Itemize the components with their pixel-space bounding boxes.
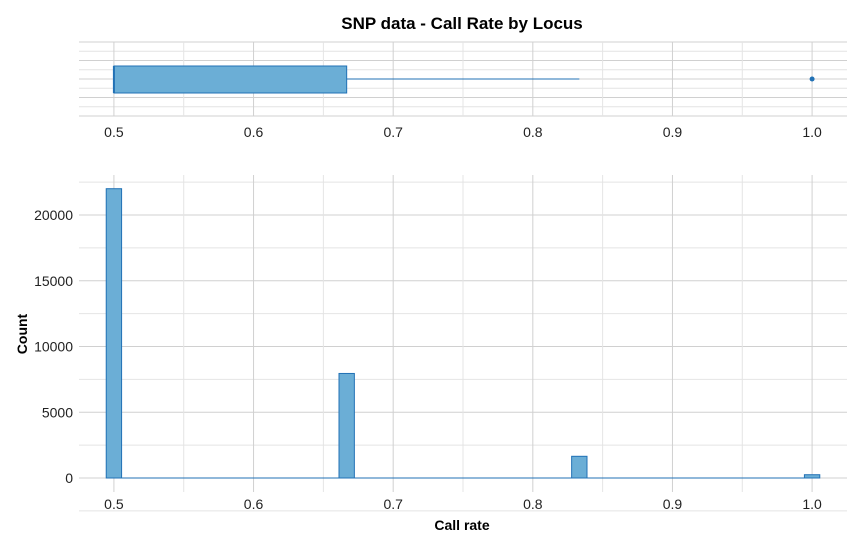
boxplot-x-tick-label: 0.5: [104, 124, 124, 140]
boxplot-x-tick-label: 1.0: [802, 124, 822, 140]
histogram-bars: [105, 188, 821, 479]
histogram-y-tick-label: 5000: [42, 404, 73, 420]
chart-title: SNP data - Call Rate by Locus: [341, 14, 583, 33]
histogram-y-tick-label: 20000: [34, 207, 73, 223]
histogram-x-tick-label: 0.5: [104, 496, 124, 512]
histogram-panel: 0.5 0.6 0.7 0.8 0.9 1.0 05000100001500020000 …: [14, 175, 847, 533]
boxplot-marks: [112, 65, 815, 94]
boxplot-x-tick-label: 0.9: [663, 124, 683, 140]
boxplot-box: [113, 65, 348, 94]
boxplot-outlier-point: [809, 76, 815, 82]
histogram-bar: [803, 474, 821, 479]
histogram-x-tick-label: 1.0: [802, 496, 822, 512]
boxplot-x-tick-labels: 0.5 0.6 0.7 0.8 0.9 1.0: [104, 124, 822, 140]
boxplot-panel: 0.5 0.6 0.7 0.8 0.9 1.0: [79, 41, 847, 140]
histogram-x-tick-label: 0.8: [523, 496, 543, 512]
histogram-x-tick-label: 0.9: [663, 496, 683, 512]
boxplot-x-tick-label: 0.8: [523, 124, 543, 140]
histogram-bar: [338, 372, 355, 479]
histogram-x-tick-label: 0.6: [244, 496, 264, 512]
histogram-bar: [105, 188, 123, 479]
y-axis-label: Count: [14, 313, 30, 354]
histogram-y-tick-label: 15000: [34, 273, 73, 289]
histogram-y-tick-label: 0: [65, 470, 73, 486]
histogram-x-tick-label: 0.7: [383, 496, 403, 512]
boxplot-x-tick-label: 0.7: [383, 124, 403, 140]
boxplot-x-tick-label: 0.6: [244, 124, 264, 140]
histogram-bar: [571, 455, 588, 479]
histogram-y-tick-label: 10000: [34, 339, 73, 355]
x-axis-label: Call rate: [434, 517, 489, 533]
histogram-x-tick-labels: 0.5 0.6 0.7 0.8 0.9 1.0: [104, 496, 822, 512]
histogram-grid: [79, 175, 847, 512]
histogram-y-tick-labels: 0 5000 10000 15000 20000: [34, 207, 73, 486]
